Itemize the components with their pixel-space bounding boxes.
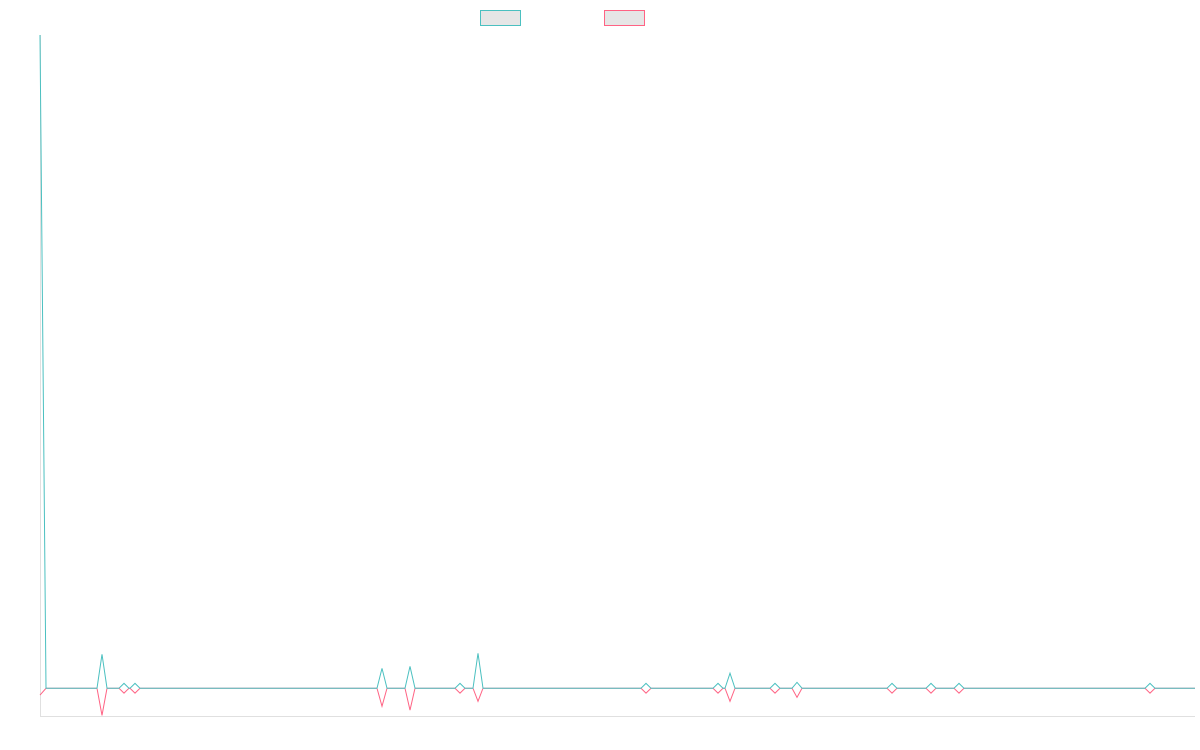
legend-swatch[interactable]: [480, 10, 521, 26]
legend-swatch[interactable]: [604, 10, 645, 26]
series-line: [39, 34, 1195, 689]
series-line: [39, 687, 1195, 716]
